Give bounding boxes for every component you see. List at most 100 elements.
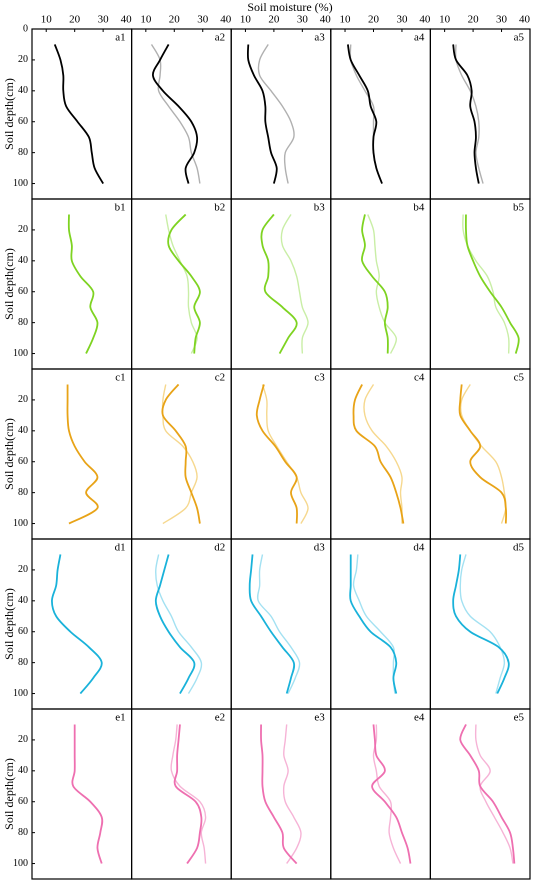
panel-frame bbox=[330, 28, 431, 200]
y-tick-label: 80 bbox=[18, 317, 28, 328]
y-tick-label: 60 bbox=[18, 456, 28, 467]
panel-label: e2 bbox=[215, 712, 225, 724]
panel-frame bbox=[31, 538, 133, 710]
panel-label: a4 bbox=[414, 32, 425, 44]
y-tick-label: 60 bbox=[18, 286, 28, 297]
chart-title: Soil moisture (%) bbox=[247, 0, 332, 14]
moisture-line bbox=[363, 384, 403, 524]
y-tick-label: 0 bbox=[23, 23, 28, 34]
moisture-line bbox=[464, 214, 520, 354]
x-tick-label: 40 bbox=[519, 14, 531, 26]
moisture-line bbox=[371, 724, 412, 864]
y-tick-label: 100 bbox=[13, 688, 28, 699]
y-tick-label: 20 bbox=[18, 734, 28, 745]
y-tick-label: 100 bbox=[13, 348, 28, 359]
y-tick-label: 40 bbox=[18, 425, 28, 436]
panel-label: b2 bbox=[214, 202, 225, 214]
panel-frame bbox=[31, 198, 133, 370]
x-tick-label: 20 bbox=[468, 14, 480, 26]
panel-frame bbox=[429, 198, 531, 370]
x-tick-label: 20 bbox=[69, 14, 81, 26]
moisture-line bbox=[246, 44, 278, 184]
panel-label: b5 bbox=[513, 202, 525, 214]
moisture-line bbox=[165, 214, 198, 354]
panel-frame bbox=[330, 198, 431, 370]
y-tick-label: 60 bbox=[18, 116, 28, 127]
moisture-line bbox=[459, 724, 516, 864]
moisture-line bbox=[462, 214, 510, 354]
moisture-line bbox=[150, 44, 201, 184]
panel-label: c3 bbox=[314, 372, 325, 384]
panel-label: d5 bbox=[513, 542, 525, 554]
y-tick-label: 20 bbox=[18, 224, 28, 235]
panel-label: b3 bbox=[314, 202, 326, 214]
moisture-line bbox=[261, 384, 309, 524]
panel-label: b1 bbox=[115, 202, 126, 214]
y-tick-label: 60 bbox=[18, 796, 28, 807]
moisture-line bbox=[256, 554, 301, 694]
moisture-line bbox=[280, 214, 309, 354]
y-tick-label: 80 bbox=[18, 657, 28, 668]
panel-frame bbox=[131, 198, 232, 370]
moisture-line bbox=[349, 44, 383, 184]
moisture-line bbox=[155, 554, 203, 694]
panel-frame bbox=[230, 708, 332, 880]
panel-frame bbox=[429, 368, 531, 540]
moisture-line bbox=[282, 724, 302, 864]
moisture-line bbox=[452, 44, 480, 184]
panel-label: e1 bbox=[115, 712, 125, 724]
moisture-line bbox=[248, 554, 296, 694]
panel-frame bbox=[131, 28, 232, 200]
panel-label: e5 bbox=[514, 712, 525, 724]
moisture-line bbox=[161, 384, 198, 525]
y-tick-label: 100 bbox=[13, 178, 28, 189]
moisture-line bbox=[367, 214, 398, 354]
panel-label: d4 bbox=[413, 542, 425, 554]
y-tick-label: 20 bbox=[18, 394, 28, 405]
x-tick-label: 10 bbox=[140, 14, 152, 26]
moisture-line bbox=[459, 384, 507, 524]
panel-frame bbox=[230, 198, 332, 370]
moisture-line bbox=[360, 214, 389, 354]
panel-frame bbox=[31, 28, 133, 200]
x-tick-label: 40 bbox=[320, 14, 332, 26]
x-tick-label: 40 bbox=[419, 14, 431, 26]
moisture-line bbox=[53, 44, 104, 184]
y-tick-label: 60 bbox=[18, 626, 28, 637]
moisture-line bbox=[161, 383, 201, 524]
y-axis-label: Soil depth(cm) bbox=[2, 588, 16, 660]
y-tick-label: 80 bbox=[18, 487, 28, 498]
y-tick-label: 40 bbox=[18, 255, 28, 266]
panel-label: e4 bbox=[414, 712, 425, 724]
panel-frame bbox=[330, 368, 431, 540]
panel-label: b4 bbox=[413, 202, 425, 214]
y-axis-label: Soil depth(cm) bbox=[2, 758, 16, 830]
moisture-line bbox=[260, 724, 298, 865]
panel-frame bbox=[230, 28, 332, 200]
y-tick-label: 80 bbox=[18, 827, 28, 838]
moisture-line bbox=[167, 213, 201, 354]
moisture-line bbox=[257, 44, 295, 184]
moisture-line bbox=[173, 724, 203, 865]
x-tick-label: 30 bbox=[197, 14, 209, 26]
moisture-line bbox=[170, 724, 207, 864]
panel-label: c1 bbox=[115, 372, 125, 384]
panel-frame bbox=[330, 708, 431, 880]
panel-label: d1 bbox=[115, 542, 126, 554]
x-tick-label: 10 bbox=[240, 14, 252, 26]
moisture-line bbox=[255, 384, 298, 524]
panel-frame bbox=[131, 368, 232, 540]
panel-frame bbox=[131, 708, 232, 880]
moisture-line bbox=[352, 554, 396, 694]
moisture-line bbox=[154, 554, 196, 694]
moisture-line bbox=[352, 384, 405, 524]
y-tick-label: 100 bbox=[13, 518, 28, 529]
panel-frame bbox=[131, 538, 232, 710]
x-tick-label: 10 bbox=[439, 14, 451, 26]
y-tick-label: 40 bbox=[18, 85, 28, 96]
x-tick-label: 30 bbox=[496, 14, 508, 26]
x-tick-label: 20 bbox=[169, 14, 181, 26]
moisture-line bbox=[454, 44, 484, 184]
panel-frame bbox=[429, 708, 531, 880]
y-tick-label: 20 bbox=[18, 54, 28, 65]
